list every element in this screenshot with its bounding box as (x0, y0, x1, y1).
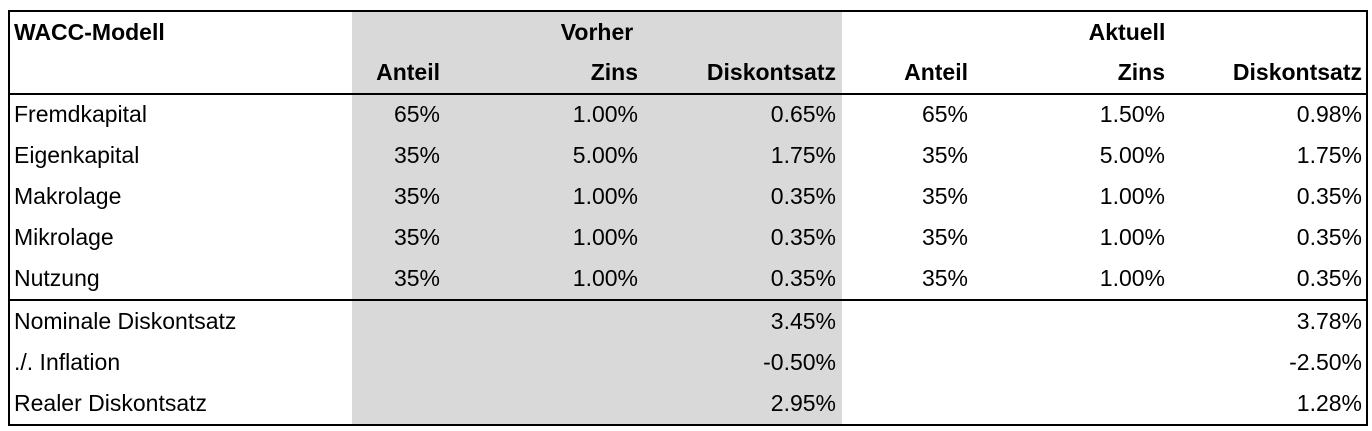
summary-value: -2.50% (1289, 349, 1362, 375)
cell-value: 1.75% (770, 142, 836, 168)
cell-value: 1.00% (572, 101, 638, 127)
cell-value: 0.98% (1296, 101, 1362, 127)
group-header: Aktuell (1088, 19, 1166, 45)
cell-value: 1.00% (1099, 224, 1165, 250)
row-label: Makrolage (14, 183, 122, 209)
cell-value: 35% (921, 183, 968, 209)
cell-value: 65% (921, 101, 968, 127)
cell-value: 0.65% (770, 101, 836, 127)
summary-value: -0.50% (763, 349, 836, 375)
cell-value: 65% (393, 101, 440, 127)
row-label: Nutzung (14, 265, 100, 291)
cell-value: 35% (393, 183, 440, 209)
column-header: Diskontsatz (1232, 59, 1362, 85)
cell-value: 35% (921, 142, 968, 168)
column-header: Anteil (376, 59, 440, 85)
summary-label: Realer Diskontsatz (14, 390, 208, 416)
cell-value: 0.35% (1296, 265, 1362, 291)
divider (8, 299, 1366, 301)
summary-value: 1.28% (1296, 390, 1362, 416)
cell-value: 1.00% (572, 265, 638, 291)
cell-value: 0.35% (1296, 183, 1362, 209)
cell-value: 35% (921, 224, 968, 250)
summary-label: ./. Inflation (14, 349, 121, 375)
summary-value: 2.95% (770, 390, 836, 416)
cell-value: 5.00% (1099, 142, 1165, 168)
shade (352, 10, 842, 424)
cell-value: 0.35% (770, 183, 836, 209)
cell-value: 1.00% (1099, 183, 1165, 209)
summary-value: 3.45% (770, 308, 836, 334)
cell-value: 0.35% (770, 265, 836, 291)
title: WACC-Modell (14, 19, 165, 45)
row-label: Mikrolage (14, 224, 114, 250)
cell-value: 1.00% (572, 183, 638, 209)
cell-value: 1.00% (572, 224, 638, 250)
cell-value: 5.00% (572, 142, 638, 168)
group-header: Vorher (560, 19, 634, 45)
row-label: Eigenkapital (14, 142, 140, 168)
border (8, 10, 1368, 426)
summary-label: Nominale Diskontsatz (14, 308, 237, 334)
row-label: Fremdkapital (14, 101, 147, 127)
divider (8, 93, 1366, 95)
cell-value: 35% (393, 224, 440, 250)
cell-value: 0.35% (1296, 224, 1362, 250)
cell-value: 1.50% (1099, 101, 1165, 127)
cell-value: 35% (921, 265, 968, 291)
cell-value: 35% (393, 265, 440, 291)
cell-value: 0.35% (770, 224, 836, 250)
cell-value: 35% (393, 142, 440, 168)
column-header: Diskontsatz (706, 59, 836, 85)
column-header: Zins (1117, 59, 1165, 85)
cell-value: 1.00% (1099, 265, 1165, 291)
summary-value: 3.78% (1296, 308, 1362, 334)
cell-value: 1.75% (1296, 142, 1362, 168)
column-header: Anteil (904, 59, 968, 85)
column-header: Zins (590, 59, 638, 85)
